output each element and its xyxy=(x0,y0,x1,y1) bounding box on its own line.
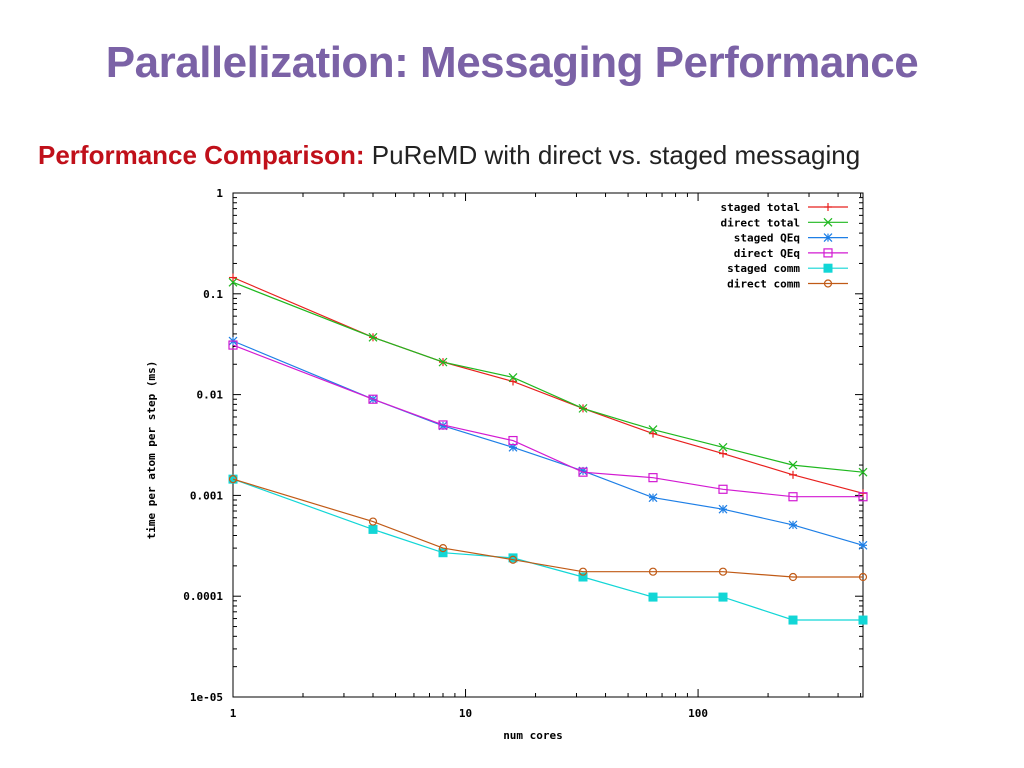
data-point xyxy=(368,394,378,404)
data-point xyxy=(718,567,728,576)
data-point xyxy=(718,442,728,452)
data-point xyxy=(438,357,448,367)
data-point xyxy=(719,449,727,458)
data-point xyxy=(788,572,798,582)
legend-marker xyxy=(823,263,833,273)
data-point xyxy=(718,484,728,494)
subtitle-rest: PuReMD with direct vs. staged messaging xyxy=(371,140,861,170)
series-staged-QEq xyxy=(228,336,868,550)
data-point xyxy=(858,540,868,550)
data-point xyxy=(509,377,517,386)
data-point xyxy=(648,592,658,602)
series-line xyxy=(232,478,863,578)
x-tick-label: 10 xyxy=(459,707,472,720)
data-point xyxy=(578,403,588,413)
data-point xyxy=(228,340,238,350)
x-axis-label: num cores xyxy=(503,729,563,742)
y-tick-label: 0.1 xyxy=(203,288,223,301)
legend-label: staged total xyxy=(721,201,800,214)
data-point xyxy=(858,492,868,502)
legend-marker xyxy=(824,203,832,211)
legend-label: staged QEq xyxy=(734,232,800,245)
data-point xyxy=(649,429,657,438)
data-point xyxy=(789,470,797,479)
data-point xyxy=(858,572,868,582)
legend-label: staged comm xyxy=(727,262,800,275)
data-point xyxy=(578,467,588,477)
data-point xyxy=(788,520,798,530)
data-point xyxy=(788,460,798,470)
data-point xyxy=(368,332,378,342)
y-tick-label: 0.001 xyxy=(190,489,223,502)
data-point xyxy=(438,544,448,553)
data-point xyxy=(578,567,588,576)
data-point xyxy=(788,615,798,625)
y-tick-label: 0.0001 xyxy=(183,590,223,603)
data-point xyxy=(438,548,448,558)
data-point xyxy=(508,553,518,563)
data-point xyxy=(228,475,238,484)
data-point xyxy=(229,273,237,282)
data-point xyxy=(228,277,238,287)
series-line xyxy=(232,478,863,621)
series-line xyxy=(232,344,863,498)
slide-title: Parallelization: Messaging Performance xyxy=(105,38,919,87)
data-point xyxy=(368,524,378,534)
legend-marker xyxy=(823,233,833,243)
data-point xyxy=(648,473,658,483)
y-axis-label: time per atom per step (ms) xyxy=(145,361,158,540)
series-line xyxy=(232,276,864,494)
data-point xyxy=(648,567,658,576)
series-direct-comm xyxy=(228,475,868,582)
series-staged-total xyxy=(229,273,867,498)
data-point xyxy=(788,492,798,502)
x-tick-label: 100 xyxy=(688,707,708,720)
data-point xyxy=(858,615,868,625)
y-tick-label: 0.01 xyxy=(197,389,224,402)
series-direct-QEq xyxy=(228,340,868,502)
legend-marker xyxy=(823,217,833,227)
slide-subtitle: Performance Comparison: PuReMD with dire… xyxy=(38,140,860,171)
data-point xyxy=(858,467,868,477)
data-point xyxy=(578,572,588,582)
legend-label: direct comm xyxy=(727,278,800,291)
legend-label: direct QEq xyxy=(734,247,800,260)
series-direct-total xyxy=(228,277,868,477)
series-line xyxy=(232,281,864,473)
data-point xyxy=(718,592,728,602)
legend-marker xyxy=(823,279,833,288)
data-point xyxy=(368,517,378,526)
series-line xyxy=(232,340,864,546)
data-point xyxy=(648,425,658,434)
legend-marker xyxy=(823,248,833,258)
data-point xyxy=(718,504,728,514)
x-tick-label: 1 xyxy=(230,707,237,720)
data-point xyxy=(438,420,448,430)
data-point xyxy=(648,493,658,503)
series-staged-comm xyxy=(228,474,868,625)
plot-frame xyxy=(232,192,864,698)
subtitle-lead: Performance Comparison: xyxy=(38,140,365,170)
y-tick-label: 1e-05 xyxy=(190,691,223,704)
data-point xyxy=(508,555,518,564)
data-point xyxy=(508,435,518,446)
y-tick-label: 1 xyxy=(216,187,223,200)
data-point xyxy=(508,373,518,382)
legend-label: direct total xyxy=(721,216,800,229)
